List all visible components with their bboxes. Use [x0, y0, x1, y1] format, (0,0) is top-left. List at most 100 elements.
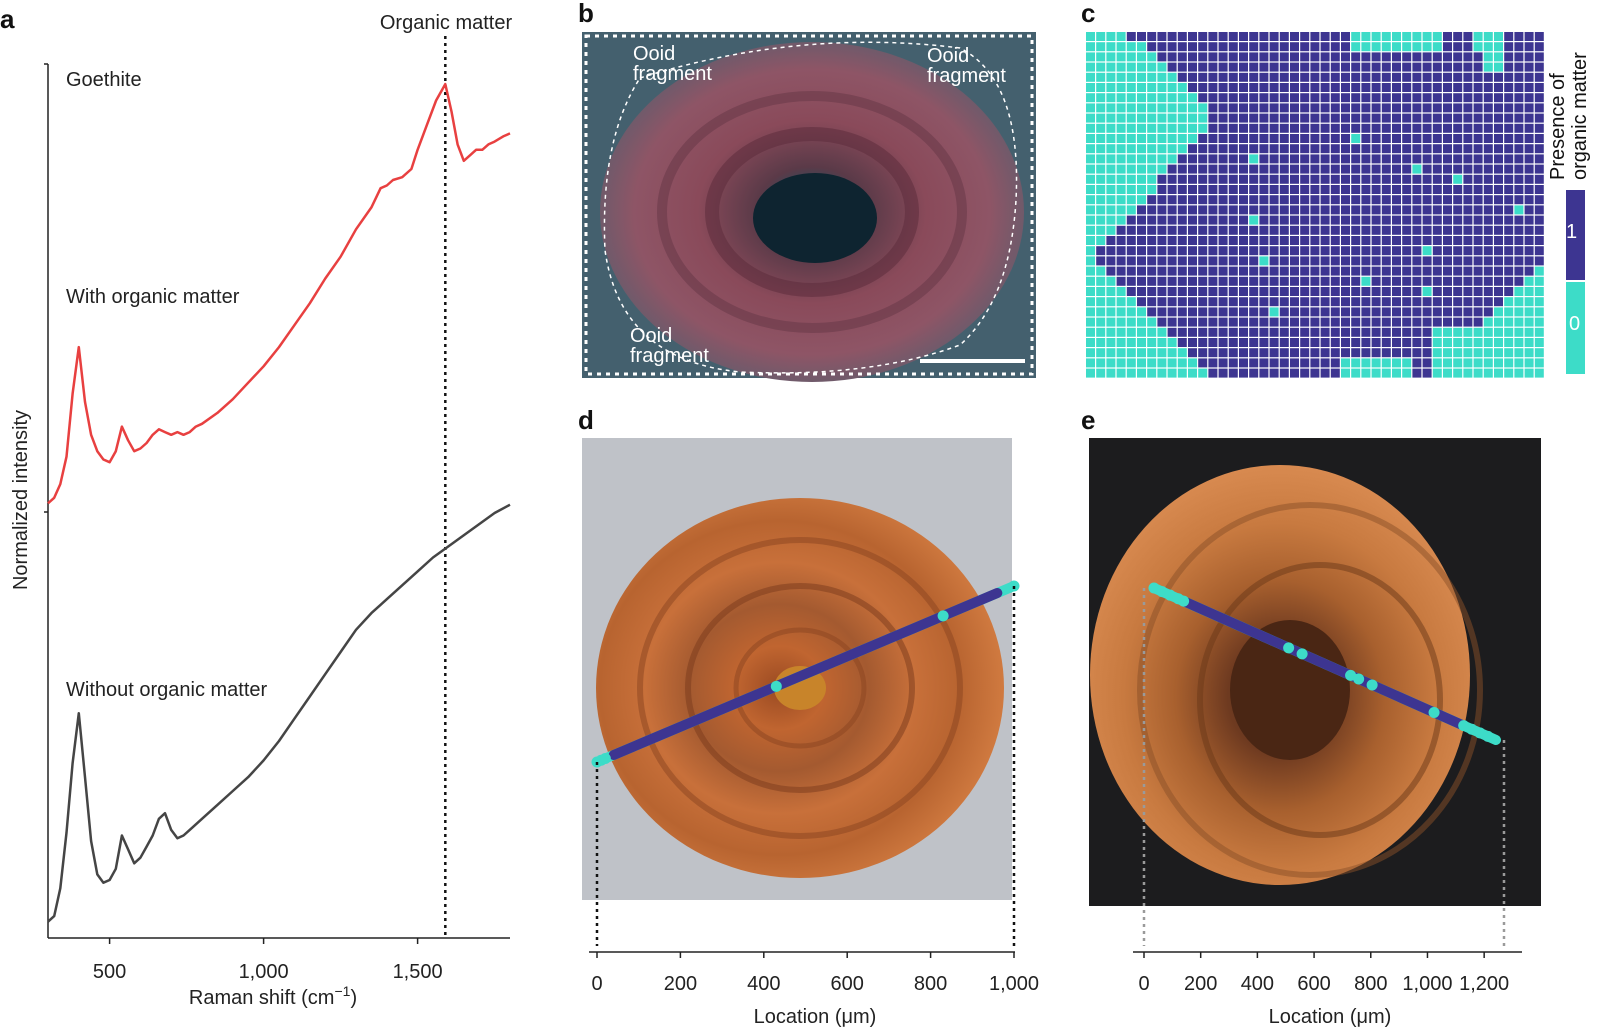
- map-cell: [1402, 93, 1412, 103]
- map-cell: [1422, 276, 1432, 286]
- map-cell: [1463, 93, 1473, 103]
- map-cell: [1106, 93, 1116, 103]
- map-cell: [1126, 195, 1136, 205]
- map-cell: [1463, 338, 1473, 347]
- map-cell: [1290, 195, 1299, 205]
- map-cell: [1157, 195, 1167, 205]
- map-cell: [1188, 256, 1197, 266]
- map-cell: [1514, 195, 1524, 205]
- map-cell: [1239, 246, 1248, 256]
- x-axis-ticks-d: 0 200 400 600 800 1,000: [591, 952, 1039, 995]
- map-cell: [1249, 348, 1259, 358]
- map-cell: [1116, 368, 1126, 378]
- map-cell: [1463, 256, 1473, 266]
- map-cell: [1483, 297, 1493, 307]
- map-cell: [1167, 195, 1177, 205]
- map-cell: [1106, 205, 1116, 215]
- map-cell: [1504, 113, 1514, 123]
- map-cell: [1351, 246, 1361, 256]
- map-cell: [1341, 144, 1350, 154]
- map-cell: [1514, 32, 1524, 41]
- map-cell: [1453, 266, 1463, 276]
- map-cell: [1290, 32, 1299, 41]
- map-cell: [1290, 72, 1299, 82]
- map-cell: [1392, 32, 1401, 41]
- panel-label-c: c: [1081, 0, 1095, 28]
- map-cell: [1443, 103, 1452, 113]
- map-cell: [1137, 93, 1146, 103]
- map-cell: [1432, 358, 1442, 368]
- map-cell: [1371, 52, 1381, 62]
- map-cell: [1310, 205, 1320, 215]
- map-cell: [1524, 195, 1534, 205]
- map-cell: [1218, 348, 1228, 358]
- map-cell: [1177, 287, 1187, 296]
- map-cell: [1463, 317, 1473, 327]
- map-cell: [1269, 52, 1279, 62]
- map-cell: [1269, 134, 1279, 143]
- map-cell: [1198, 307, 1208, 317]
- panel-label-e: e: [1081, 405, 1095, 435]
- map-cell: [1259, 93, 1269, 103]
- map-cell: [1534, 287, 1544, 296]
- map-cell: [1330, 174, 1340, 184]
- map-cell: [1463, 103, 1473, 113]
- map-cell: [1279, 113, 1289, 123]
- map-cell: [1524, 276, 1534, 286]
- map-cell: [1443, 256, 1452, 266]
- map-cell: [1177, 307, 1187, 317]
- map-cell: [1249, 297, 1259, 307]
- map-cell: [1402, 103, 1412, 113]
- map-cell: [1463, 42, 1473, 52]
- transect-absent-point: [1296, 648, 1308, 660]
- map-cell: [1412, 144, 1422, 154]
- map-cell: [1188, 134, 1197, 143]
- map-cell: [1504, 123, 1514, 133]
- map-cell: [1473, 195, 1483, 205]
- map-cell: [1524, 287, 1534, 296]
- map-cell: [1249, 256, 1259, 266]
- map-cell: [1514, 62, 1524, 72]
- map-cell: [1361, 276, 1371, 286]
- map-cell: [1167, 276, 1177, 286]
- map-cell: [1473, 83, 1483, 92]
- panel-label-b: b: [578, 0, 594, 28]
- map-cell: [1106, 348, 1116, 358]
- map-cell: [1137, 32, 1146, 41]
- map-cell: [1361, 164, 1371, 174]
- map-cell: [1463, 52, 1473, 62]
- map-cell: [1228, 185, 1238, 194]
- map-cell: [1494, 32, 1503, 41]
- map-cell: [1249, 307, 1259, 317]
- map-cell: [1086, 62, 1095, 72]
- map-cell: [1167, 236, 1177, 245]
- map-cell: [1116, 164, 1126, 174]
- map-cell: [1371, 134, 1381, 143]
- map-cell: [1239, 52, 1248, 62]
- map-cell: [1300, 348, 1310, 358]
- map-cell: [1483, 215, 1493, 225]
- map-cell: [1330, 154, 1340, 164]
- map-cell: [1422, 83, 1432, 92]
- map-cell: [1177, 327, 1187, 337]
- map-cell: [1524, 144, 1534, 154]
- map-cell: [1177, 195, 1187, 205]
- map-cell: [1279, 225, 1289, 235]
- map-cell: [1116, 338, 1126, 347]
- map-cell: [1147, 154, 1157, 164]
- map-cell: [1208, 62, 1218, 72]
- map-cell: [1086, 225, 1095, 235]
- map-cell: [1504, 358, 1514, 368]
- map-cell: [1504, 52, 1514, 62]
- map-cell: [1361, 236, 1371, 245]
- map-cell: [1443, 52, 1452, 62]
- map-cell: [1534, 103, 1544, 113]
- map-cell: [1392, 256, 1401, 266]
- transect-present-segment: [1181, 597, 1466, 730]
- map-cell: [1320, 42, 1330, 52]
- map-cell: [1402, 338, 1412, 347]
- map-cell: [1463, 358, 1473, 368]
- map-cell: [1392, 123, 1401, 133]
- map-cell: [1259, 327, 1269, 337]
- map-cell: [1269, 164, 1279, 174]
